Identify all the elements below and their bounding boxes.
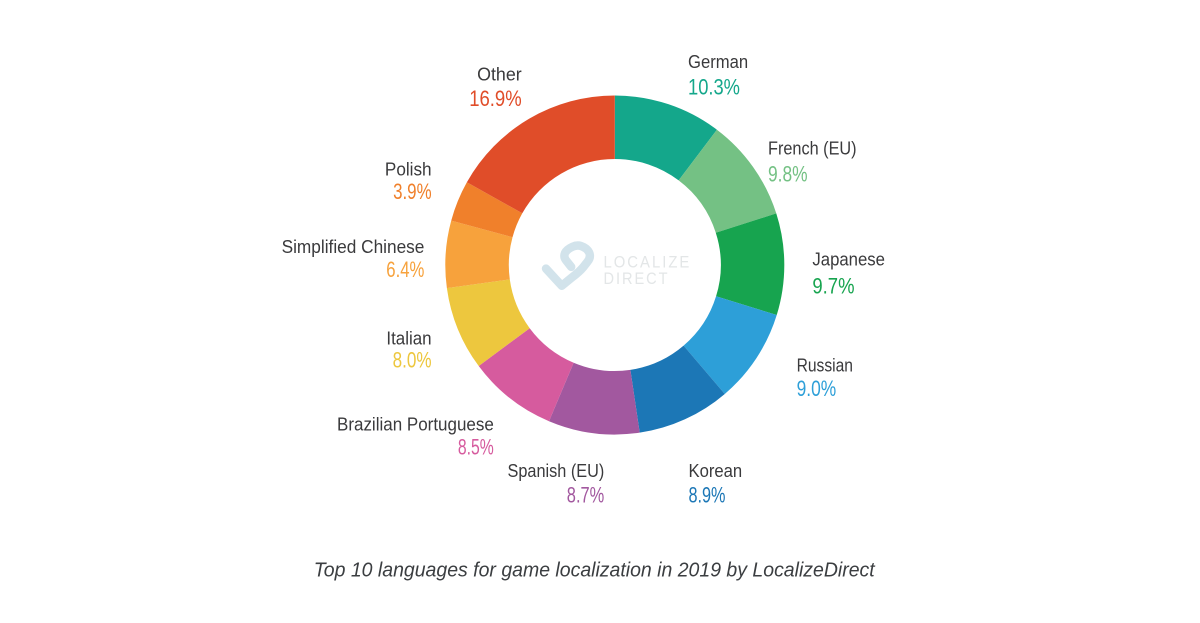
- svg-text:Other: Other: [477, 64, 522, 84]
- svg-text:LOCALIZE: LOCALIZE: [604, 254, 692, 272]
- svg-text:Russian: Russian: [797, 356, 853, 376]
- svg-text:10.3%: 10.3%: [688, 74, 740, 99]
- svg-text:9.7%: 9.7%: [812, 274, 854, 299]
- svg-text:8.5%: 8.5%: [458, 434, 494, 459]
- svg-text:French (EU): French (EU): [768, 138, 857, 158]
- svg-text:9.8%: 9.8%: [768, 162, 808, 187]
- svg-text:Spanish (EU): Spanish (EU): [508, 461, 605, 481]
- svg-text:Italian: Italian: [386, 328, 431, 348]
- svg-text:16.9%: 16.9%: [469, 86, 522, 111]
- svg-text:3.9%: 3.9%: [393, 179, 432, 204]
- svg-text:9.0%: 9.0%: [797, 376, 837, 401]
- svg-text:Korean: Korean: [689, 461, 743, 481]
- svg-text:Brazilian Portuguese: Brazilian Portuguese: [337, 415, 494, 435]
- svg-text:German: German: [688, 52, 748, 72]
- svg-text:8.0%: 8.0%: [393, 347, 432, 372]
- svg-text:Polish: Polish: [385, 160, 432, 180]
- svg-text:Japanese: Japanese: [812, 250, 885, 270]
- svg-text:Top 10 languages for game loca: Top 10 languages for game localization i…: [314, 559, 876, 581]
- svg-text:Simplified Chinese: Simplified Chinese: [282, 237, 425, 257]
- svg-text:6.4%: 6.4%: [386, 257, 424, 282]
- svg-text:8.9%: 8.9%: [689, 483, 726, 508]
- svg-text:DIRECT: DIRECT: [604, 270, 670, 288]
- svg-text:8.7%: 8.7%: [567, 483, 605, 508]
